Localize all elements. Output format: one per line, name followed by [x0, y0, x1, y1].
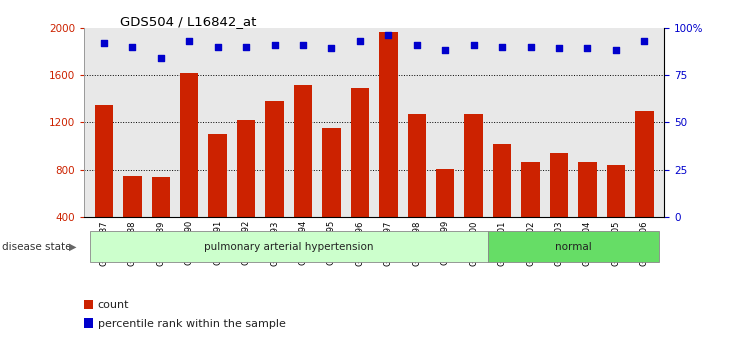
Bar — [152, 177, 170, 265]
Point — [297, 42, 309, 47]
Point — [183, 38, 195, 43]
Point — [496, 44, 508, 49]
Point — [582, 46, 593, 51]
Point — [269, 42, 280, 47]
Text: ▶: ▶ — [69, 242, 77, 252]
Bar — [237, 120, 256, 265]
Point — [326, 46, 337, 51]
Point — [411, 42, 423, 47]
Bar — [493, 144, 512, 265]
Bar — [521, 161, 540, 265]
Point — [439, 48, 451, 53]
Point — [468, 42, 480, 47]
Text: pulmonary arterial hypertension: pulmonary arterial hypertension — [204, 242, 374, 252]
Bar — [293, 85, 312, 265]
FancyBboxPatch shape — [488, 231, 658, 262]
Point — [610, 48, 622, 53]
Point — [126, 44, 138, 49]
Bar — [350, 88, 369, 265]
Text: count: count — [98, 300, 129, 310]
Bar — [208, 134, 227, 265]
Bar — [265, 101, 284, 265]
Bar — [550, 153, 568, 265]
Bar — [95, 105, 113, 265]
Bar — [436, 169, 455, 265]
Point — [240, 44, 252, 49]
Point — [639, 38, 650, 43]
Text: GDS504 / L16842_at: GDS504 / L16842_at — [120, 16, 257, 29]
Bar — [607, 165, 625, 265]
Bar — [123, 176, 142, 265]
Bar — [635, 111, 653, 265]
Point — [553, 46, 565, 51]
Bar — [180, 73, 199, 265]
Point — [212, 44, 223, 49]
Bar — [379, 32, 398, 265]
Bar — [407, 114, 426, 265]
Text: disease state: disease state — [2, 242, 72, 252]
FancyBboxPatch shape — [90, 231, 488, 262]
Point — [155, 55, 166, 61]
Point — [525, 44, 537, 49]
Bar — [322, 128, 341, 265]
Bar — [578, 161, 596, 265]
Text: normal: normal — [555, 242, 591, 252]
Point — [383, 32, 394, 38]
Text: percentile rank within the sample: percentile rank within the sample — [98, 319, 285, 328]
Bar — [464, 114, 483, 265]
Point — [354, 38, 366, 43]
Point — [98, 40, 110, 46]
